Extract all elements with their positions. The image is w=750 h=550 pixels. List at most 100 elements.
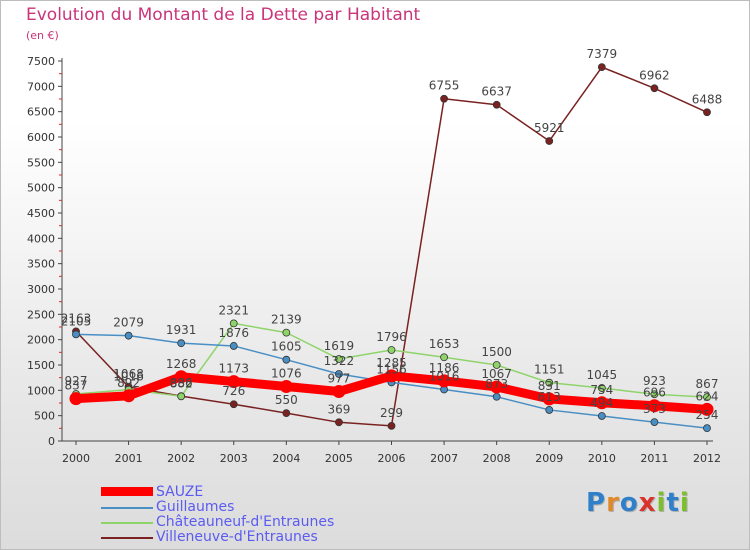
data-point xyxy=(597,384,606,392)
y-tick-label: 3500 xyxy=(27,258,55,271)
data-label: 831 xyxy=(538,379,561,393)
data-point xyxy=(177,339,186,348)
data-point xyxy=(650,418,659,427)
y-tick-label: 6000 xyxy=(27,131,55,144)
data-label: 923 xyxy=(643,374,666,388)
data-point xyxy=(124,331,133,340)
data-point xyxy=(335,355,343,363)
data-label: 726 xyxy=(222,384,245,398)
data-label: 1068 xyxy=(113,367,144,381)
data-label: 613 xyxy=(538,390,561,404)
data-point xyxy=(440,94,448,103)
data-point xyxy=(650,84,659,93)
logo-letter: o xyxy=(619,488,639,518)
x-tick-label: 2009 xyxy=(535,452,563,465)
x-tick-label: 2010 xyxy=(588,452,616,465)
data-point xyxy=(387,421,396,430)
data-label: 977 xyxy=(327,371,350,385)
data-point xyxy=(647,399,661,413)
legend-swatch-chateauneuf xyxy=(101,522,153,524)
data-label: 494 xyxy=(590,396,613,410)
data-label: 1931 xyxy=(166,323,197,337)
data-label: 1156 xyxy=(376,362,407,376)
data-label: 1653 xyxy=(429,337,460,351)
data-point xyxy=(703,108,711,117)
legend-label-sauze: SAUZE xyxy=(156,484,204,500)
x-tick-label: 2006 xyxy=(378,452,406,465)
legend-label-guillaumes: Guillaumes xyxy=(156,499,235,515)
data-label: 873 xyxy=(485,377,508,391)
data-point xyxy=(69,392,83,406)
data-point xyxy=(595,396,609,410)
legend-swatch-sauze xyxy=(101,487,153,496)
data-point xyxy=(545,406,554,414)
logo-letter: i xyxy=(656,488,667,518)
data-label: 6488 xyxy=(692,92,723,106)
data-point xyxy=(72,330,80,339)
y-tick-label: 3000 xyxy=(27,283,55,296)
data-label: 1796 xyxy=(376,330,407,344)
data-point xyxy=(227,375,241,389)
data-point xyxy=(174,370,188,384)
data-label: 1016 xyxy=(113,370,144,384)
data-point xyxy=(492,100,501,109)
data-label: 1173 xyxy=(218,362,249,376)
data-label: 1067 xyxy=(481,367,512,381)
data-point xyxy=(177,392,186,401)
data-label: 1605 xyxy=(271,340,302,354)
data-label: 5921 xyxy=(534,121,565,135)
data-label: 1500 xyxy=(481,345,512,359)
logo-letter: r xyxy=(606,488,620,518)
data-point xyxy=(597,63,606,72)
y-tick-label: 4500 xyxy=(27,207,55,220)
x-tick-label: 2008 xyxy=(483,452,511,465)
unit-label: (en €) xyxy=(26,29,59,42)
y-tick-label: 5000 xyxy=(27,182,55,195)
data-point xyxy=(440,353,448,362)
data-point xyxy=(545,378,554,387)
data-point xyxy=(229,400,238,409)
data-label: 2079 xyxy=(113,316,144,330)
proxiti-logo: Proxiti xyxy=(586,488,690,518)
data-point xyxy=(597,412,606,420)
data-label: 892 xyxy=(117,376,140,390)
x-tick-label: 2002 xyxy=(167,452,195,465)
data-label: 1322 xyxy=(324,354,355,368)
x-tick-label: 2011 xyxy=(640,452,668,465)
data-point xyxy=(229,342,238,350)
data-label: 1076 xyxy=(271,366,302,380)
x-tick-label: 2007 xyxy=(430,452,458,465)
logo-letter: i xyxy=(679,488,690,518)
data-label: 1285 xyxy=(376,356,407,370)
data-point xyxy=(545,137,554,145)
data-label: 1876 xyxy=(218,326,249,340)
data-label: 550 xyxy=(275,393,298,407)
y-tick-label: 2500 xyxy=(27,308,55,321)
y-tick-label: 5500 xyxy=(27,156,55,169)
data-point xyxy=(282,328,291,337)
y-tick-label: 6500 xyxy=(27,106,55,119)
data-point xyxy=(122,389,136,403)
data-label: 2321 xyxy=(218,303,249,317)
data-label: 1151 xyxy=(534,363,565,377)
data-label: 837 xyxy=(65,379,88,393)
x-tick-label: 2012 xyxy=(693,452,721,465)
data-label: 882 xyxy=(170,376,193,390)
data-label: 2139 xyxy=(271,313,302,327)
data-label: 6755 xyxy=(429,79,460,93)
data-point xyxy=(703,424,711,433)
data-label: 299 xyxy=(380,406,403,420)
data-label: 1619 xyxy=(324,339,355,353)
data-point xyxy=(650,390,659,399)
y-tick-label: 1000 xyxy=(27,384,55,397)
legend-label-villeneuve: Villeneuve-d'Entraunes xyxy=(156,529,318,545)
x-tick-label: 2004 xyxy=(272,452,300,465)
data-point xyxy=(387,346,396,354)
y-tick-label: 7000 xyxy=(27,80,55,93)
legend-label-chateauneuf: Châteauneuf-d'Entraunes xyxy=(156,514,335,530)
data-point xyxy=(335,418,343,427)
data-label: 927 xyxy=(65,374,88,388)
data-point xyxy=(282,355,291,364)
